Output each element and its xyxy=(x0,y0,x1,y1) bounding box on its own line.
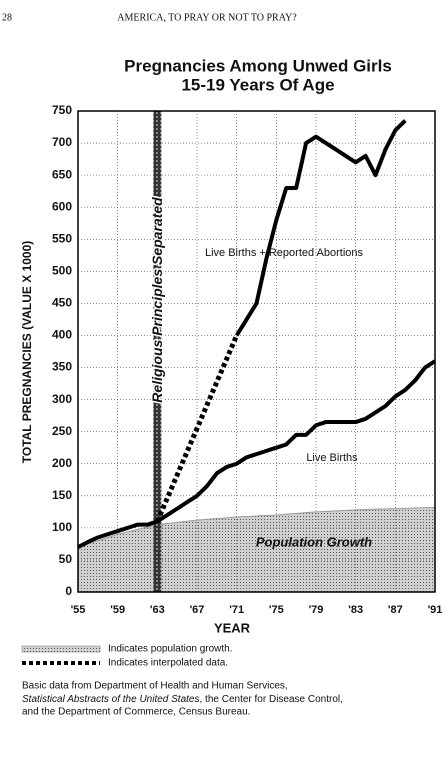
x-tick-label: '59 xyxy=(110,604,125,616)
y-tick-label: 700 xyxy=(52,135,72,149)
x-tick-label: '55 xyxy=(71,604,86,616)
series-label: Population Growth xyxy=(256,534,372,549)
y-tick-label: 550 xyxy=(52,231,72,245)
chart-subtitle: 15-19 Years Of Age xyxy=(181,75,334,94)
page-number: 28 xyxy=(2,12,12,23)
y-tick-label: 400 xyxy=(52,328,72,342)
x-tick-label: '67 xyxy=(190,604,205,616)
y-tick-label: 150 xyxy=(52,488,72,502)
source-note: Basic data from Department of Health and… xyxy=(22,681,288,692)
x-tick-label: '63 xyxy=(150,604,165,616)
y-tick-label: 500 xyxy=(52,264,72,278)
legend-label: Indicates population growth. xyxy=(108,644,233,655)
legend-label: Indicates interpolated data. xyxy=(108,658,228,669)
x-tick-label: '75 xyxy=(269,604,284,616)
plot-frame xyxy=(77,110,436,593)
series-label: Live Births + Reported Abortions xyxy=(205,247,364,259)
chart-title: Pregnancies Among Unwed Girls xyxy=(124,56,392,75)
event-line xyxy=(153,111,162,592)
y-tick-label: 300 xyxy=(52,392,72,406)
line xyxy=(155,334,239,523)
y-tick-label: 350 xyxy=(52,360,72,374)
x-tick-label: '91 xyxy=(428,604,443,616)
y-tick-label: 450 xyxy=(52,296,72,310)
line xyxy=(234,119,407,337)
running-header: AMERICA, TO PRAY OR NOT TO PRAY? xyxy=(117,12,297,23)
y-tick-label: 200 xyxy=(52,456,72,470)
series-label: Live Births xyxy=(306,452,358,464)
legend: Indicates population growth. Indicates in… xyxy=(21,644,233,669)
y-axis-label: TOTAL PREGNANCIES (VALUE X 1000) xyxy=(20,241,34,464)
x-tick-label: '79 xyxy=(309,604,324,616)
y-tick-label: 650 xyxy=(52,167,72,181)
source-note: , the Center for Disease Control, xyxy=(200,694,343,705)
y-tick-label: 100 xyxy=(52,520,72,534)
legend-swatch xyxy=(21,645,101,653)
y-tick-label: 600 xyxy=(52,199,72,213)
source-note: and the Department of Commerce, Census B… xyxy=(22,707,250,718)
y-tick-label: 50 xyxy=(59,552,73,566)
y-tick-label: 250 xyxy=(52,424,72,438)
x-tick-label: '87 xyxy=(388,604,403,616)
source-note: Statistical Abstracts of the United Stat… xyxy=(22,694,200,705)
line xyxy=(77,359,437,549)
source-note: Statistical Abstracts of the United Stat… xyxy=(22,694,343,705)
y-tick-label: 0 xyxy=(65,584,72,598)
x-axis-label: YEAR xyxy=(214,620,251,635)
x-tick-label: '83 xyxy=(348,604,363,616)
event-label: Religious Principles Separated xyxy=(149,197,165,403)
y-tick-label: 750 xyxy=(52,103,72,117)
x-tick-label: '71 xyxy=(229,604,244,616)
